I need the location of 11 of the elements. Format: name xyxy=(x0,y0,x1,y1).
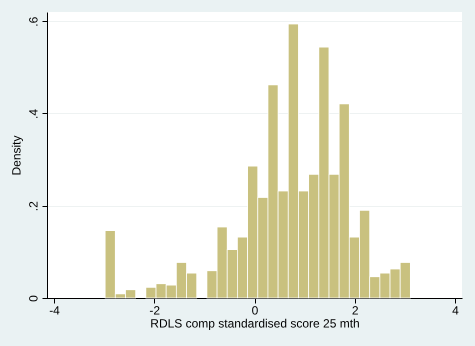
x-tick-label: 2 xyxy=(352,304,359,318)
y-tick-label: .4 xyxy=(26,108,40,119)
y-axis-title: Density xyxy=(10,135,24,176)
y-tick-label: 0 xyxy=(26,294,40,302)
y-tick-label: .6 xyxy=(26,16,40,27)
x-tick-label: 4 xyxy=(452,304,460,318)
x-tick-label: 0 xyxy=(252,304,259,318)
y-tick-label: .2 xyxy=(26,200,40,212)
x-tick-label: -4 xyxy=(49,304,60,318)
x-axis-title: RDLS comp standardised score 25 mth xyxy=(150,316,360,330)
x-tick-label: -2 xyxy=(149,304,160,318)
